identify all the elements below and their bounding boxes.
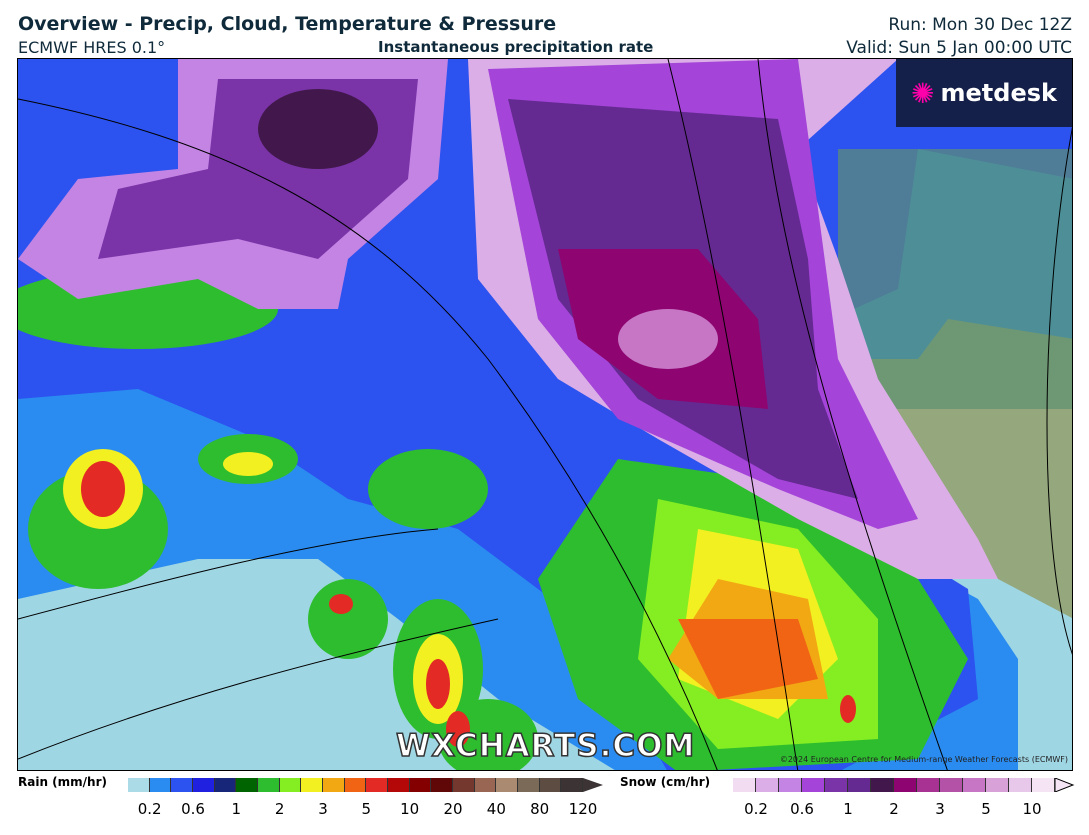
snow-tick-label: 0.2 (744, 800, 768, 818)
snow-colorbar-arrow (1055, 778, 1075, 792)
snow-swatch (1009, 778, 1032, 792)
rain-swatch (496, 778, 519, 792)
rain-swatch (344, 778, 367, 792)
precip-field (18, 59, 1072, 770)
rain-swatch (149, 778, 172, 792)
snow-swatch (1032, 778, 1055, 792)
copyright: ©2024 European Centre for Medium-range W… (779, 755, 1068, 764)
rain-swatch (561, 778, 584, 792)
rain-swatch (409, 778, 432, 792)
snow-tick-label: 0.6 (790, 800, 814, 818)
rain-tick-label: 40 (486, 800, 506, 818)
rain-swatch (366, 778, 389, 792)
rain-tick-label: 1 (231, 800, 242, 818)
snow-swatch (802, 778, 825, 792)
rain-tick-label: 5 (361, 800, 372, 818)
rain-swatch (171, 778, 194, 792)
rain-tick-label: 80 (530, 800, 550, 818)
snow-tick-label: 1 (843, 800, 853, 818)
rain-swatch (301, 778, 324, 792)
snow-tick-label: 10 (1022, 800, 1042, 818)
snow-swatch (986, 778, 1009, 792)
watermark: WXCHARTS.COM (395, 727, 696, 765)
rain-swatch (518, 778, 540, 792)
snow-swatch (940, 778, 963, 792)
rain-swatch (453, 778, 475, 792)
model-name: ECMWF HRES 0.1° (18, 38, 166, 57)
rain-tick-label: 10 (400, 800, 420, 818)
rain-tick-label: 2 (274, 800, 285, 818)
snow-swatch (917, 778, 940, 792)
snow-swatch (779, 778, 802, 792)
snow-swatch (825, 778, 848, 792)
snow-tick-label: 2 (889, 800, 899, 818)
weather-map[interactable]: ✺ metdesk WXCHARTS.COM ©2024 European Cen… (17, 58, 1073, 771)
rain-swatch (388, 778, 410, 792)
rain-swatch (193, 778, 215, 792)
snow-tick-label: 5 (981, 800, 991, 818)
snow-legend-label: Snow (cm/hr) (620, 775, 711, 789)
rain-swatch (323, 778, 345, 792)
snow-swatch (871, 778, 894, 792)
snow-swatch (733, 778, 756, 792)
rain-swatch (128, 778, 150, 792)
rain-tick-label: 3 (318, 800, 328, 818)
run-time: Run: Mon 30 Dec 12Z (888, 15, 1072, 35)
rain-colorbar-arrow (583, 778, 603, 792)
rain-swatch (539, 778, 562, 792)
metdesk-logo: ✺ metdesk (896, 59, 1072, 127)
rain-swatch (236, 778, 259, 792)
valid-time: Valid: Sun 5 Jan 00:00 UTC (846, 38, 1072, 58)
parameter-subtitle: Instantaneous precipitation rate (378, 38, 654, 56)
rain-tick-label: 20 (443, 800, 463, 818)
flower-icon: ✺ (911, 76, 935, 110)
rain-tick-label: 0.6 (181, 800, 205, 818)
snow-colorbar (733, 778, 1055, 792)
rain-swatch (258, 778, 280, 792)
chart-title: Overview - Precip, Cloud, Temperature & … (18, 13, 557, 35)
snow-swatch (848, 778, 871, 792)
rain-tick-label: 120 (568, 800, 598, 818)
rain-legend-label: Rain (mm/hr) (18, 775, 107, 789)
rain-colorbar (128, 778, 584, 792)
snow-swatch (756, 778, 779, 792)
rain-swatch (214, 778, 237, 792)
snow-tick-label: 3 (935, 800, 945, 818)
snow-swatch (894, 778, 917, 792)
snow-swatch (963, 778, 986, 792)
rain-tick-label: 0.2 (137, 800, 162, 818)
rain-swatch (431, 778, 454, 792)
rain-swatch (474, 778, 497, 792)
rain-swatch (279, 778, 302, 792)
